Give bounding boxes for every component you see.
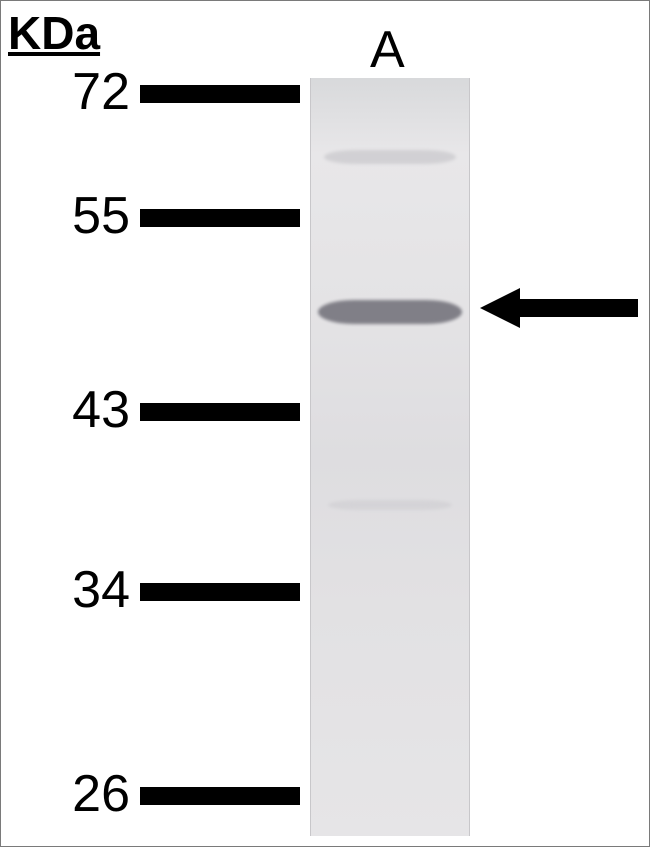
mw-label-26: 26 xyxy=(72,764,130,824)
mw-label-43: 43 xyxy=(72,380,130,440)
mw-label-34: 34 xyxy=(72,560,130,620)
ladder-tick-43 xyxy=(140,403,300,421)
blot-lane-a xyxy=(310,78,470,836)
target-arrow-head xyxy=(480,288,520,328)
lane-label-a: A xyxy=(370,20,405,80)
band-1 xyxy=(324,150,456,164)
kda-header: KDa xyxy=(8,6,100,60)
ladder-tick-34 xyxy=(140,583,300,601)
mw-label-55: 55 xyxy=(72,186,130,246)
target-arrow-shaft xyxy=(520,299,638,317)
ladder-tick-26 xyxy=(140,787,300,805)
mw-label-72: 72 xyxy=(72,62,130,122)
band-0 xyxy=(318,300,462,324)
ladder-tick-55 xyxy=(140,209,300,227)
ladder-tick-72 xyxy=(140,85,300,103)
band-2 xyxy=(328,500,452,510)
